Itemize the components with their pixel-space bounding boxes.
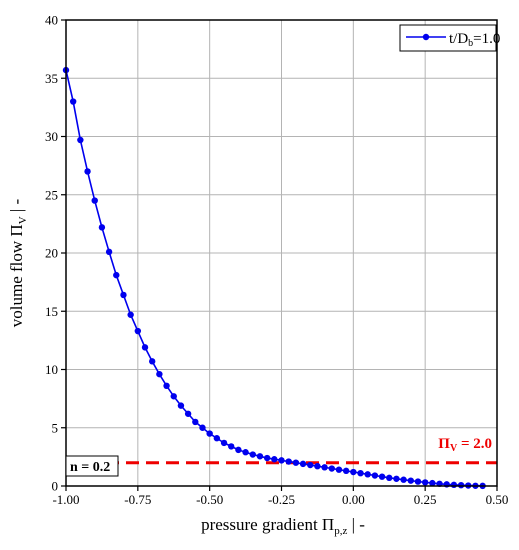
data-point	[271, 456, 278, 463]
data-point	[149, 358, 156, 365]
legend-box	[399, 24, 497, 52]
data-point	[235, 446, 242, 454]
data-point	[457, 481, 465, 489]
data-point	[113, 271, 120, 279]
x-tick-label: 0.25	[414, 492, 437, 507]
data-point	[220, 439, 228, 447]
annotation-text: n = 0.2	[70, 460, 110, 475]
data-point	[299, 460, 307, 468]
data-point	[328, 465, 335, 472]
data-point	[414, 478, 422, 485]
y-tick-label: 20	[45, 246, 58, 261]
data-point	[249, 451, 256, 458]
data-point	[307, 461, 314, 469]
y-tick-label: 0	[52, 479, 59, 494]
y-tick-label: 40	[45, 13, 58, 28]
y-tick-label: 15	[45, 304, 58, 319]
data-point	[141, 344, 149, 351]
annotation-frame	[65, 455, 119, 477]
data-point	[91, 197, 98, 204]
y-tick-label: 30	[45, 129, 58, 144]
y-axis-label: volume flow ΠV | -	[7, 198, 29, 327]
x-tick-label: 0.50	[486, 492, 509, 507]
data-point	[120, 291, 127, 299]
legend: t/Db=1.0	[399, 24, 500, 52]
data-point	[105, 248, 113, 256]
data-point	[378, 473, 386, 480]
data-point	[242, 449, 249, 456]
data-point	[393, 475, 400, 482]
x-tick-label: -0.25	[268, 492, 295, 507]
data-point	[192, 418, 199, 426]
data-point	[213, 435, 221, 442]
y-tick-label: 35	[45, 71, 58, 86]
data-point	[357, 469, 364, 477]
series-layer	[62, 66, 486, 490]
data-point	[177, 402, 185, 409]
data-point	[127, 311, 134, 318]
y-tick-label: 10	[45, 362, 58, 377]
y-tick-label: 25	[45, 187, 58, 202]
data-point	[84, 168, 91, 175]
data-point	[228, 443, 235, 450]
data-point	[77, 136, 84, 144]
data-point	[285, 458, 292, 465]
data-point	[450, 481, 458, 489]
data-point	[292, 459, 300, 466]
y-tick-label: 5	[52, 420, 59, 435]
data-point	[256, 453, 264, 460]
data-point	[263, 454, 271, 462]
data-point	[407, 477, 414, 484]
legend-entry-label: t/Db=1.0	[449, 31, 500, 49]
data-point	[371, 472, 379, 479]
data-point	[400, 476, 407, 483]
data-point	[342, 467, 350, 475]
data-point	[278, 457, 285, 464]
x-tick-label: -1.00	[52, 492, 79, 507]
x-axis-label: pressure gradient Πp,z | -	[201, 515, 365, 537]
annotation-box: n = 0.2	[65, 455, 119, 477]
legend-marker-swatch	[422, 33, 430, 41]
data-point	[421, 479, 429, 486]
reference-line-label: ΠV = 2.0	[438, 436, 492, 454]
data-point	[429, 479, 436, 487]
data-point	[335, 466, 343, 473]
data-point	[350, 468, 357, 476]
data-point	[364, 471, 371, 478]
data-point	[170, 393, 177, 400]
data-point	[386, 474, 393, 482]
x-tick-label: -0.50	[196, 492, 223, 507]
x-tick-label: -0.75	[124, 492, 151, 507]
data-point	[69, 98, 77, 105]
x-tick-label: 0.00	[342, 492, 365, 507]
tick-labels: -1.00 -0.75 -0.50 -0.25 0.00 0.25 0.50 0 5 10 15 20…	[45, 13, 508, 508]
data-point	[156, 370, 163, 378]
ticks	[61, 19, 498, 491]
data-point	[163, 382, 170, 390]
data-point	[206, 430, 213, 437]
data-point	[184, 410, 192, 417]
data-point	[314, 462, 321, 470]
data-point	[199, 424, 206, 431]
data-point	[98, 224, 106, 231]
data-point	[134, 327, 142, 335]
data-point	[321, 464, 328, 471]
